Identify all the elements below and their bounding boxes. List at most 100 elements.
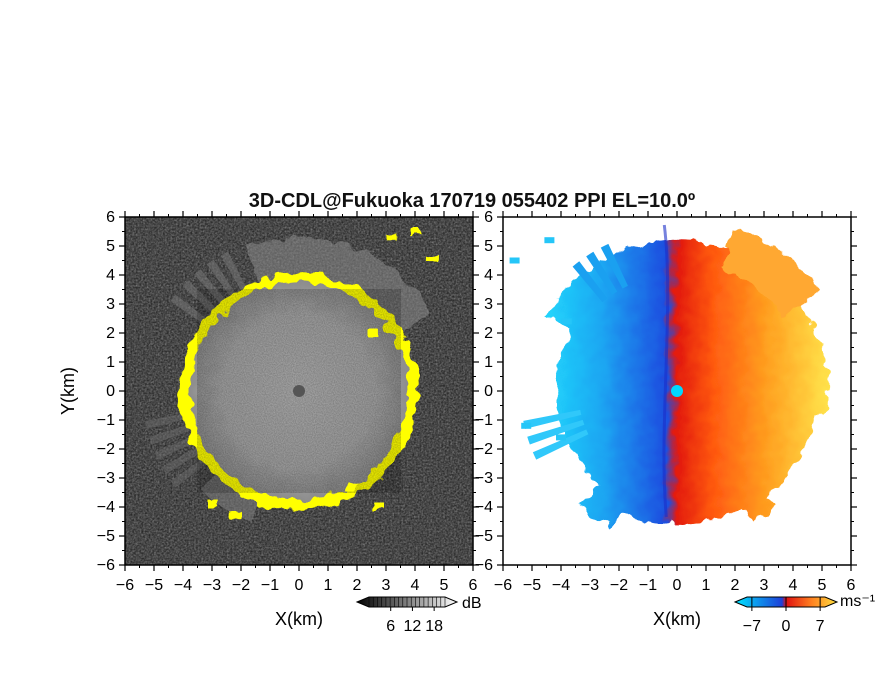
x-tick-label: 6 [847,577,856,594]
velocity-image [503,217,851,565]
y-tick-label: 2 [106,325,115,342]
velocity-colorbar: ms⁻¹ −7 0 7 [733,593,875,635]
x-tick-label: −5 [145,577,163,594]
y-tick-label: 2 [484,325,493,342]
y-tick-label: 4 [484,267,493,284]
colorbar-tick-label: 12 [404,618,422,635]
x-tick-label: −1 [639,577,657,594]
velocity-spoke [523,409,582,429]
colorbar-tick-label: 6 [386,618,395,635]
colorbar-ticks: 6 12 18 [386,607,443,635]
reflectivity-axes: −6 −5 −4 −3 −2 −1 0 1 2 3 4 5 6 −6 −5 −4 −3 −2 −1 0 1 2 3 4 5 6 [97,209,479,594]
x-tick-label: 3 [760,577,769,594]
velocity-axes: −6 −5 −4 −3 −2 −1 0 1 2 3 4 5 6 −6 −5 −4 −3 −2 −1 0 1 2 3 4 5 6 [475,209,857,594]
x-tick-label: 3 [382,577,391,594]
velocity-spoke [600,243,628,289]
y-tick-label: 1 [484,354,493,371]
y-tick-label: −6 [97,557,115,574]
reflectivity-colorbar: dB 6 12 18 [355,595,482,635]
x-axis-label-right: X(km) [653,609,701,629]
velocity-spoke [532,429,589,460]
overflow-clutter [345,482,358,491]
radar-site-marker-right [671,385,683,397]
y-tick-label: −3 [97,470,115,487]
x-tick-label: −6 [494,577,512,594]
y-tick-label: −6 [475,557,493,574]
x-tick-label: 1 [324,577,333,594]
x-axis-label: X(km) [275,609,323,629]
y-tick-label: −2 [97,441,115,458]
velocity-spoke [572,261,608,303]
y-tick-label: 4 [106,267,115,284]
y-tick-label: 3 [106,296,115,313]
velocity-scan [503,224,851,565]
colorbar-tick-label: 18 [425,618,443,635]
y-tick-label: 0 [106,383,115,400]
velocity-speckle [561,318,572,325]
data-gap [766,415,851,536]
overflow-clutter [206,500,218,509]
y-tick-label: −3 [475,470,493,487]
x-tick-label: −3 [203,577,221,594]
overflow-clutter [371,503,384,511]
y-tick-label: 6 [484,209,493,226]
y-tick-label: −4 [475,499,493,516]
x-tick-label: 1 [702,577,711,594]
x-tick-label: −3 [581,577,599,594]
x-tick-label: 6 [469,577,478,594]
data-gap [597,506,772,565]
y-tick-label: −1 [475,412,493,429]
outer-echo [246,237,433,332]
x-tick-label: −2 [232,577,250,594]
velocity-panel: −6 −5 −4 −3 −2 −1 0 1 2 3 4 5 6 −6 −5 −4 −3 −2 −1 0 1 2 3 4 5 6 X… [475,209,857,629]
y-tick-label: −1 [97,412,115,429]
chart-title: 3D-CDL@Fukuoka 170719 055402 PPI EL=10.0… [249,190,695,212]
velocity-speckle [544,237,555,244]
x-tick-label: −6 [116,577,134,594]
velocity-speckle [556,434,566,441]
colorbar-unit: dB [462,595,482,612]
y-tick-label: 5 [106,238,115,255]
x-tick-label: −1 [261,577,279,594]
y-tick-label: −2 [475,441,493,458]
ne-extension [721,227,820,317]
overflow-clutter [409,227,421,236]
y-tick-label: −4 [97,499,115,516]
x-tick-label: 5 [440,577,449,594]
colorbar-tick-label: −7 [743,618,761,635]
x-tick-label: 5 [818,577,827,594]
x-tick-label: −4 [552,577,570,594]
reflectivity-image [125,217,473,565]
x-tick-label: 4 [411,577,420,594]
radar-site-marker [293,385,305,397]
overflow-clutter [385,233,398,242]
colorbar-divisions [368,597,446,607]
overflow-clutter [426,253,439,262]
x-tick-label: 0 [673,577,682,594]
colorbar-unit-right: ms⁻¹ [840,593,875,610]
y-tick-label: 0 [484,383,493,400]
x-tick-label: −2 [610,577,628,594]
velocity-spoke [527,419,585,445]
reflectivity-panel: −6 −5 −4 −3 −2 −1 0 1 2 3 4 5 6 −6 −5 −4 −3 −2 −1 0 1 2 3 4 5 6 X… [58,209,479,629]
x-tick-label: −5 [523,577,541,594]
colorbar-tick-label: 7 [816,618,825,635]
y-tick-label: −5 [475,528,493,545]
x-tick-label: −4 [174,577,192,594]
y-tick-label: −5 [97,528,115,545]
x-tick-label: 2 [731,577,740,594]
x-tick-label: 4 [789,577,798,594]
y-axis-label: Y(km) [58,367,78,415]
overflow-clutter [368,329,381,337]
velocity-spoke [586,251,618,295]
reflectivity-scan [145,227,439,522]
velocity-speckle [521,422,532,429]
x-tick-label: 0 [295,577,304,594]
overflow-clutter [229,511,242,520]
y-tick-label: 5 [484,238,493,255]
velocity-speckle [509,257,520,264]
colorbar-tick-label: 0 [782,618,791,635]
x-tick-label: 2 [353,577,362,594]
y-tick-label: 3 [484,296,493,313]
